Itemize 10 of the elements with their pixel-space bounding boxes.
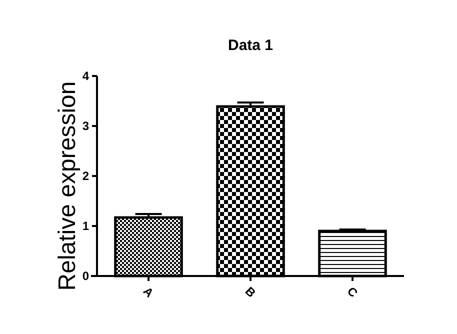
y-tick-label: 4: [82, 69, 90, 84]
y-tick-label: 2: [82, 169, 90, 184]
y-tick-label: 3: [82, 119, 90, 134]
x-tick-label: B: [242, 284, 259, 300]
x-tick-label: A: [140, 284, 157, 300]
x-tick-label: C: [344, 284, 361, 300]
y-tick-label: 1: [82, 219, 90, 234]
chart-title: Data 1: [228, 37, 274, 54]
y-tick-label: 0: [82, 269, 90, 284]
y-axis-title: Relative expression: [54, 81, 81, 291]
